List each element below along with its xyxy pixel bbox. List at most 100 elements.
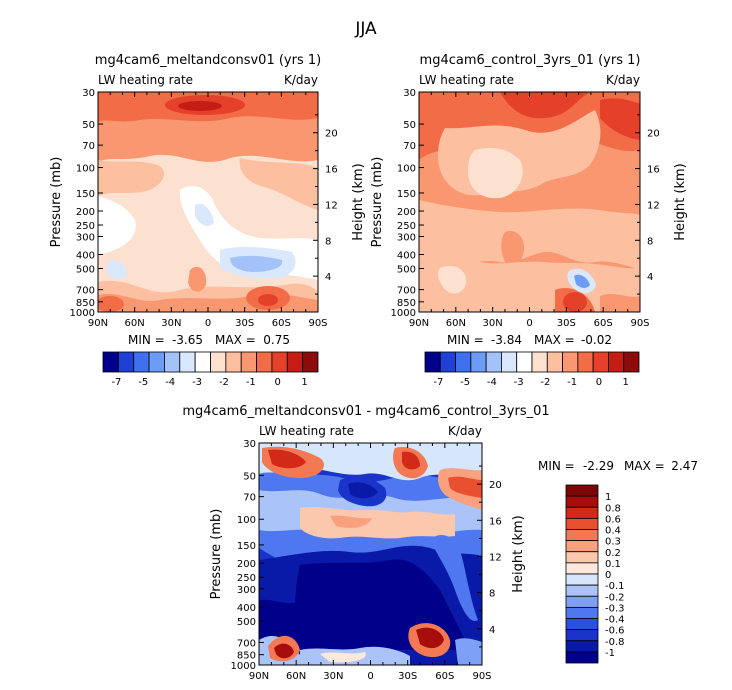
height-tick-label: 16 bbox=[325, 165, 338, 176]
colorbar-swatch bbox=[470, 351, 487, 373]
colorbar-swatch bbox=[286, 351, 304, 373]
colorbar-swatch bbox=[565, 584, 599, 597]
colorbar-label: 0 bbox=[605, 570, 611, 581]
x-tick-label: 30N bbox=[323, 671, 343, 682]
panel-c-units: K/day bbox=[448, 424, 482, 438]
colorbar-swatch bbox=[565, 551, 599, 564]
y-tick-label: 700 bbox=[397, 286, 416, 297]
y-tick-label: 200 bbox=[76, 207, 95, 218]
colorbar-swatch bbox=[148, 351, 165, 373]
height-tick-label: 4 bbox=[489, 625, 495, 636]
height-tick-label: 16 bbox=[489, 516, 502, 527]
colorbar-swatch bbox=[133, 351, 150, 373]
panel-c-max-value: 2.47 bbox=[671, 459, 698, 473]
colorbar-swatch bbox=[424, 351, 441, 373]
height-tick-label: 16 bbox=[647, 165, 660, 176]
height-tick-label: 12 bbox=[489, 552, 502, 563]
panel-b-axes: 90N 60N 30N 0 30S 60S 90S 30 50 70 100 150 200 250300… bbox=[391, 88, 660, 329]
colorbar-swatch bbox=[565, 540, 599, 553]
x-tick-label: 30S bbox=[398, 671, 417, 682]
y-tick-label: 500 bbox=[76, 265, 95, 276]
panel-c-ylabel-right: Height (km) bbox=[511, 515, 526, 592]
y-tick-label: 30 bbox=[82, 88, 95, 99]
colorbar-label: -1 bbox=[246, 377, 256, 388]
panel-b-contours bbox=[419, 92, 640, 312]
y-tick-label: 150 bbox=[76, 189, 95, 200]
colorbar-swatch bbox=[271, 351, 288, 373]
colorbar-label: -1 bbox=[567, 377, 577, 388]
colorbar-label: 1 bbox=[301, 377, 307, 388]
y-tick-label: 30 bbox=[243, 439, 256, 450]
panel-c-colorbar: 10.80.60.40.30.20.10-0.1-0.2-0.3-0.4-0.6… bbox=[565, 484, 625, 664]
colorbar-label: 0.3 bbox=[605, 537, 621, 548]
colorbar-label: -3 bbox=[514, 377, 524, 388]
colorbar-swatch bbox=[565, 517, 599, 530]
y-tick-label: 200 bbox=[237, 559, 256, 570]
figure-title: JJA bbox=[354, 19, 377, 39]
colorbar-swatch bbox=[240, 351, 257, 373]
x-tick-label: 90S bbox=[472, 671, 491, 682]
colorbar-swatch bbox=[256, 351, 273, 373]
colorbar-swatch bbox=[531, 351, 548, 373]
colorbar-swatch bbox=[608, 351, 625, 373]
y-tick-label: 150 bbox=[237, 541, 256, 552]
colorbar-swatch bbox=[194, 351, 211, 373]
colorbar-swatch bbox=[623, 351, 640, 373]
colorbar-swatch bbox=[164, 351, 181, 373]
y-tick-label: 1000 bbox=[231, 661, 256, 672]
colorbar-swatch bbox=[577, 351, 594, 373]
y-tick-label: 700 bbox=[237, 638, 256, 649]
height-tick-label: 4 bbox=[647, 272, 653, 283]
height-tick-label: 8 bbox=[647, 236, 653, 247]
colorbar-swatch bbox=[565, 629, 599, 642]
panel-c-ylabel: Pressure (mb) bbox=[209, 509, 224, 600]
panel-a-axes: 90N 60N 30N 0 30S 60S 90S 30 50 70 100 150 200 250300… bbox=[70, 88, 338, 329]
panel-a-variable: LW heating rate bbox=[98, 73, 193, 87]
panel-a-units: K/day bbox=[284, 73, 318, 87]
colorbar-label: 1 bbox=[622, 377, 628, 388]
panel-c-max-label: MAX = bbox=[624, 459, 665, 473]
y-tick-label: 250 bbox=[397, 221, 416, 232]
x-tick-label: 90N bbox=[249, 671, 269, 682]
panel-a-min-label: MIN = bbox=[128, 333, 165, 347]
colorbar-label: 0.6 bbox=[605, 514, 621, 525]
colorbar-swatch bbox=[225, 351, 242, 373]
y-tick-label: 400 bbox=[237, 603, 256, 614]
colorbar-label: -2 bbox=[219, 377, 229, 388]
y-tick-label: 150 bbox=[397, 189, 416, 200]
x-tick-label: 90S bbox=[630, 318, 649, 329]
height-tick-label: 20 bbox=[489, 480, 502, 491]
panel-a-ylabel: Pressure (mb) bbox=[49, 157, 64, 248]
colorbar-swatch bbox=[302, 351, 319, 373]
x-tick-label: 60S bbox=[272, 318, 291, 329]
colorbar-label: -0.8 bbox=[605, 637, 625, 648]
panel-a-min-value: -3.65 bbox=[172, 333, 203, 347]
panel-difference: mg4cam6_meltandconsv01 - mg4cam6_control… bbox=[182, 404, 698, 682]
colorbar-swatch bbox=[516, 351, 533, 373]
panel-a-contours bbox=[98, 92, 318, 312]
panel-c-min-label: MIN = bbox=[538, 459, 575, 473]
y-tick-label: 50 bbox=[243, 471, 256, 482]
colorbar-swatch bbox=[565, 651, 599, 664]
y-tick-label: 250 bbox=[237, 573, 256, 584]
colorbar-label: -4 bbox=[165, 377, 175, 388]
y-tick-label: 850 bbox=[397, 298, 416, 309]
y-tick-label: 30 bbox=[403, 88, 416, 99]
height-tick-label: 20 bbox=[325, 129, 338, 140]
colorbar-swatch bbox=[565, 640, 599, 653]
colorbar-label: -1 bbox=[605, 648, 615, 659]
panel-c-variable: LW heating rate bbox=[259, 424, 354, 438]
colorbar-label: -0.6 bbox=[605, 626, 625, 637]
colorbar-label: -7 bbox=[433, 377, 443, 388]
panel-b-units: K/day bbox=[606, 73, 640, 87]
y-tick-label: 1000 bbox=[70, 308, 95, 319]
colorbar-swatch bbox=[565, 618, 599, 631]
panel-c-contours bbox=[259, 443, 482, 665]
colorbar-label: 0.1 bbox=[605, 559, 621, 570]
colorbar-label: -3 bbox=[192, 377, 202, 388]
colorbar-label: -0.4 bbox=[605, 615, 625, 626]
height-tick-label: 20 bbox=[647, 129, 660, 140]
panel-a-colorbar: -7 -5 -4 -3 -2 -1 0 1 bbox=[102, 351, 319, 388]
y-tick-label: 300 bbox=[237, 585, 256, 596]
x-tick-label: 90N bbox=[409, 318, 429, 329]
